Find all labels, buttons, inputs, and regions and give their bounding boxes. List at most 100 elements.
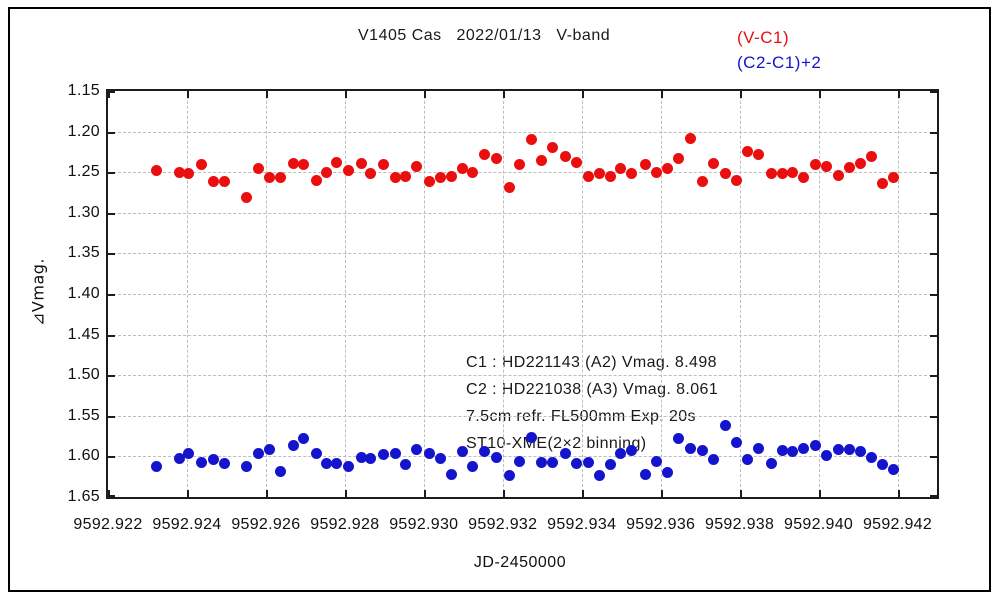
data-point-c2-c1 xyxy=(615,447,627,459)
x-tick-label: 9592.942 xyxy=(862,516,933,533)
x-tick-mark xyxy=(581,91,584,98)
horizontal-gridline xyxy=(108,294,937,295)
data-point-v-c1 xyxy=(173,166,185,178)
y-tick-mark xyxy=(930,131,937,134)
data-point-c2-c1 xyxy=(311,448,323,460)
data-point-c2-c1 xyxy=(479,446,491,458)
data-point-v-c1 xyxy=(400,170,412,182)
x-tick-mark xyxy=(265,490,268,497)
data-point-c2-c1 xyxy=(264,443,276,455)
data-point-v-c1 xyxy=(730,174,742,186)
y-tick-mark xyxy=(930,253,937,256)
x-tick-mark xyxy=(423,91,426,98)
data-point-c2-c1 xyxy=(833,443,845,455)
data-point-c2-c1 xyxy=(298,433,310,445)
data-point-c2-c1 xyxy=(151,460,163,472)
data-point-v-c1 xyxy=(742,146,753,158)
data-point-v-c1 xyxy=(311,174,323,186)
x-tick-mark xyxy=(108,490,110,497)
x-tick-mark xyxy=(502,91,505,98)
data-point-c2-c1 xyxy=(820,450,832,462)
data-point-c2-c1 xyxy=(241,460,253,472)
data-point-c2-c1 xyxy=(446,468,458,480)
data-point-v-c1 xyxy=(651,166,663,178)
y-tick-mark xyxy=(108,495,115,497)
y-tick-label: 1.25 xyxy=(67,163,100,181)
y-tick-mark xyxy=(930,375,937,378)
x-tick-mark xyxy=(423,490,426,497)
data-point-v-c1 xyxy=(605,170,617,182)
chart-title: V1405 Cas 2022/01/13 V-band xyxy=(358,27,611,44)
data-point-v-c1 xyxy=(583,170,595,182)
y-tick-mark xyxy=(108,91,115,93)
horizontal-gridline xyxy=(108,415,937,417)
x-tick-mark xyxy=(660,91,663,98)
data-point-v-c1 xyxy=(888,171,900,183)
legend-entry-c2-c1: (C2-C1)+2 xyxy=(737,53,822,72)
horizontal-gridline xyxy=(108,375,937,377)
x-tick-mark xyxy=(897,91,900,98)
x-tick-mark xyxy=(108,91,110,98)
y-tick-label: 1.65 xyxy=(67,488,100,505)
data-point-v-c1 xyxy=(685,132,697,144)
data-point-c2-c1 xyxy=(708,454,720,466)
y-tick-mark xyxy=(108,294,115,296)
data-point-c2-c1 xyxy=(435,452,447,464)
data-point-v-c1 xyxy=(196,158,208,170)
y-tick-mark xyxy=(108,253,115,256)
data-point-v-c1 xyxy=(571,156,583,168)
y-tick-label: 1.50 xyxy=(67,366,100,384)
y-tick-mark xyxy=(930,456,937,459)
data-point-v-c1 xyxy=(787,166,799,178)
data-point-c2-c1 xyxy=(504,470,516,482)
data-point-v-c1 xyxy=(777,168,789,180)
y-tick-label: 1.15 xyxy=(67,82,100,99)
data-point-v-c1 xyxy=(331,156,343,168)
x-tick-mark xyxy=(739,91,742,98)
data-point-v-c1 xyxy=(877,178,889,190)
x-tick-mark xyxy=(265,91,268,98)
data-point-v-c1 xyxy=(435,171,447,183)
data-point-c2-c1 xyxy=(378,449,390,461)
data-point-c2-c1 xyxy=(626,445,638,457)
horizontal-gridline xyxy=(108,212,937,214)
data-point-v-c1 xyxy=(183,167,195,179)
data-point-v-c1 xyxy=(275,172,287,184)
x-tick-mark xyxy=(897,490,900,497)
x-axis-label: JD-2450000 xyxy=(473,554,567,571)
data-point-c2-c1 xyxy=(766,458,778,470)
data-point-c2-c1 xyxy=(583,456,595,468)
data-point-v-c1 xyxy=(560,151,572,163)
data-point-c2-c1 xyxy=(196,456,208,468)
x-tick-mark xyxy=(344,91,347,98)
y-tick-mark xyxy=(930,91,937,93)
data-point-c2-c1 xyxy=(787,446,799,458)
data-point-c2-c1 xyxy=(252,447,264,459)
data-point-c2-c1 xyxy=(560,448,572,460)
data-point-c2-c1 xyxy=(547,457,559,469)
x-tick-mark xyxy=(660,490,663,497)
data-point-c2-c1 xyxy=(720,420,732,432)
data-point-v-c1 xyxy=(365,167,377,179)
legend: (V-C1) (C2-C1)+2 xyxy=(737,25,821,75)
data-point-v-c1 xyxy=(526,134,538,146)
data-point-c2-c1 xyxy=(640,468,652,480)
x-tick-label: 9592.924 xyxy=(152,516,222,533)
data-point-c2-c1 xyxy=(662,467,674,479)
data-point-v-c1 xyxy=(753,148,765,160)
data-point-v-c1 xyxy=(615,162,627,174)
data-point-v-c1 xyxy=(219,176,231,188)
data-point-v-c1 xyxy=(241,191,253,203)
y-tick-label: 1.55 xyxy=(67,406,100,424)
data-point-v-c1 xyxy=(708,157,720,169)
y-tick-mark xyxy=(108,334,115,337)
x-tick-label: 9592.922 xyxy=(73,516,143,533)
data-point-c2-c1 xyxy=(424,447,436,459)
data-point-c2-c1 xyxy=(865,451,877,463)
x-tick-label: 9592.938 xyxy=(705,516,775,533)
y-tick-mark xyxy=(930,495,937,497)
data-point-c2-c1 xyxy=(514,455,526,467)
data-point-c2-c1 xyxy=(400,459,412,471)
x-tick-mark xyxy=(186,490,189,497)
y-tick-label: 1.30 xyxy=(67,203,100,221)
